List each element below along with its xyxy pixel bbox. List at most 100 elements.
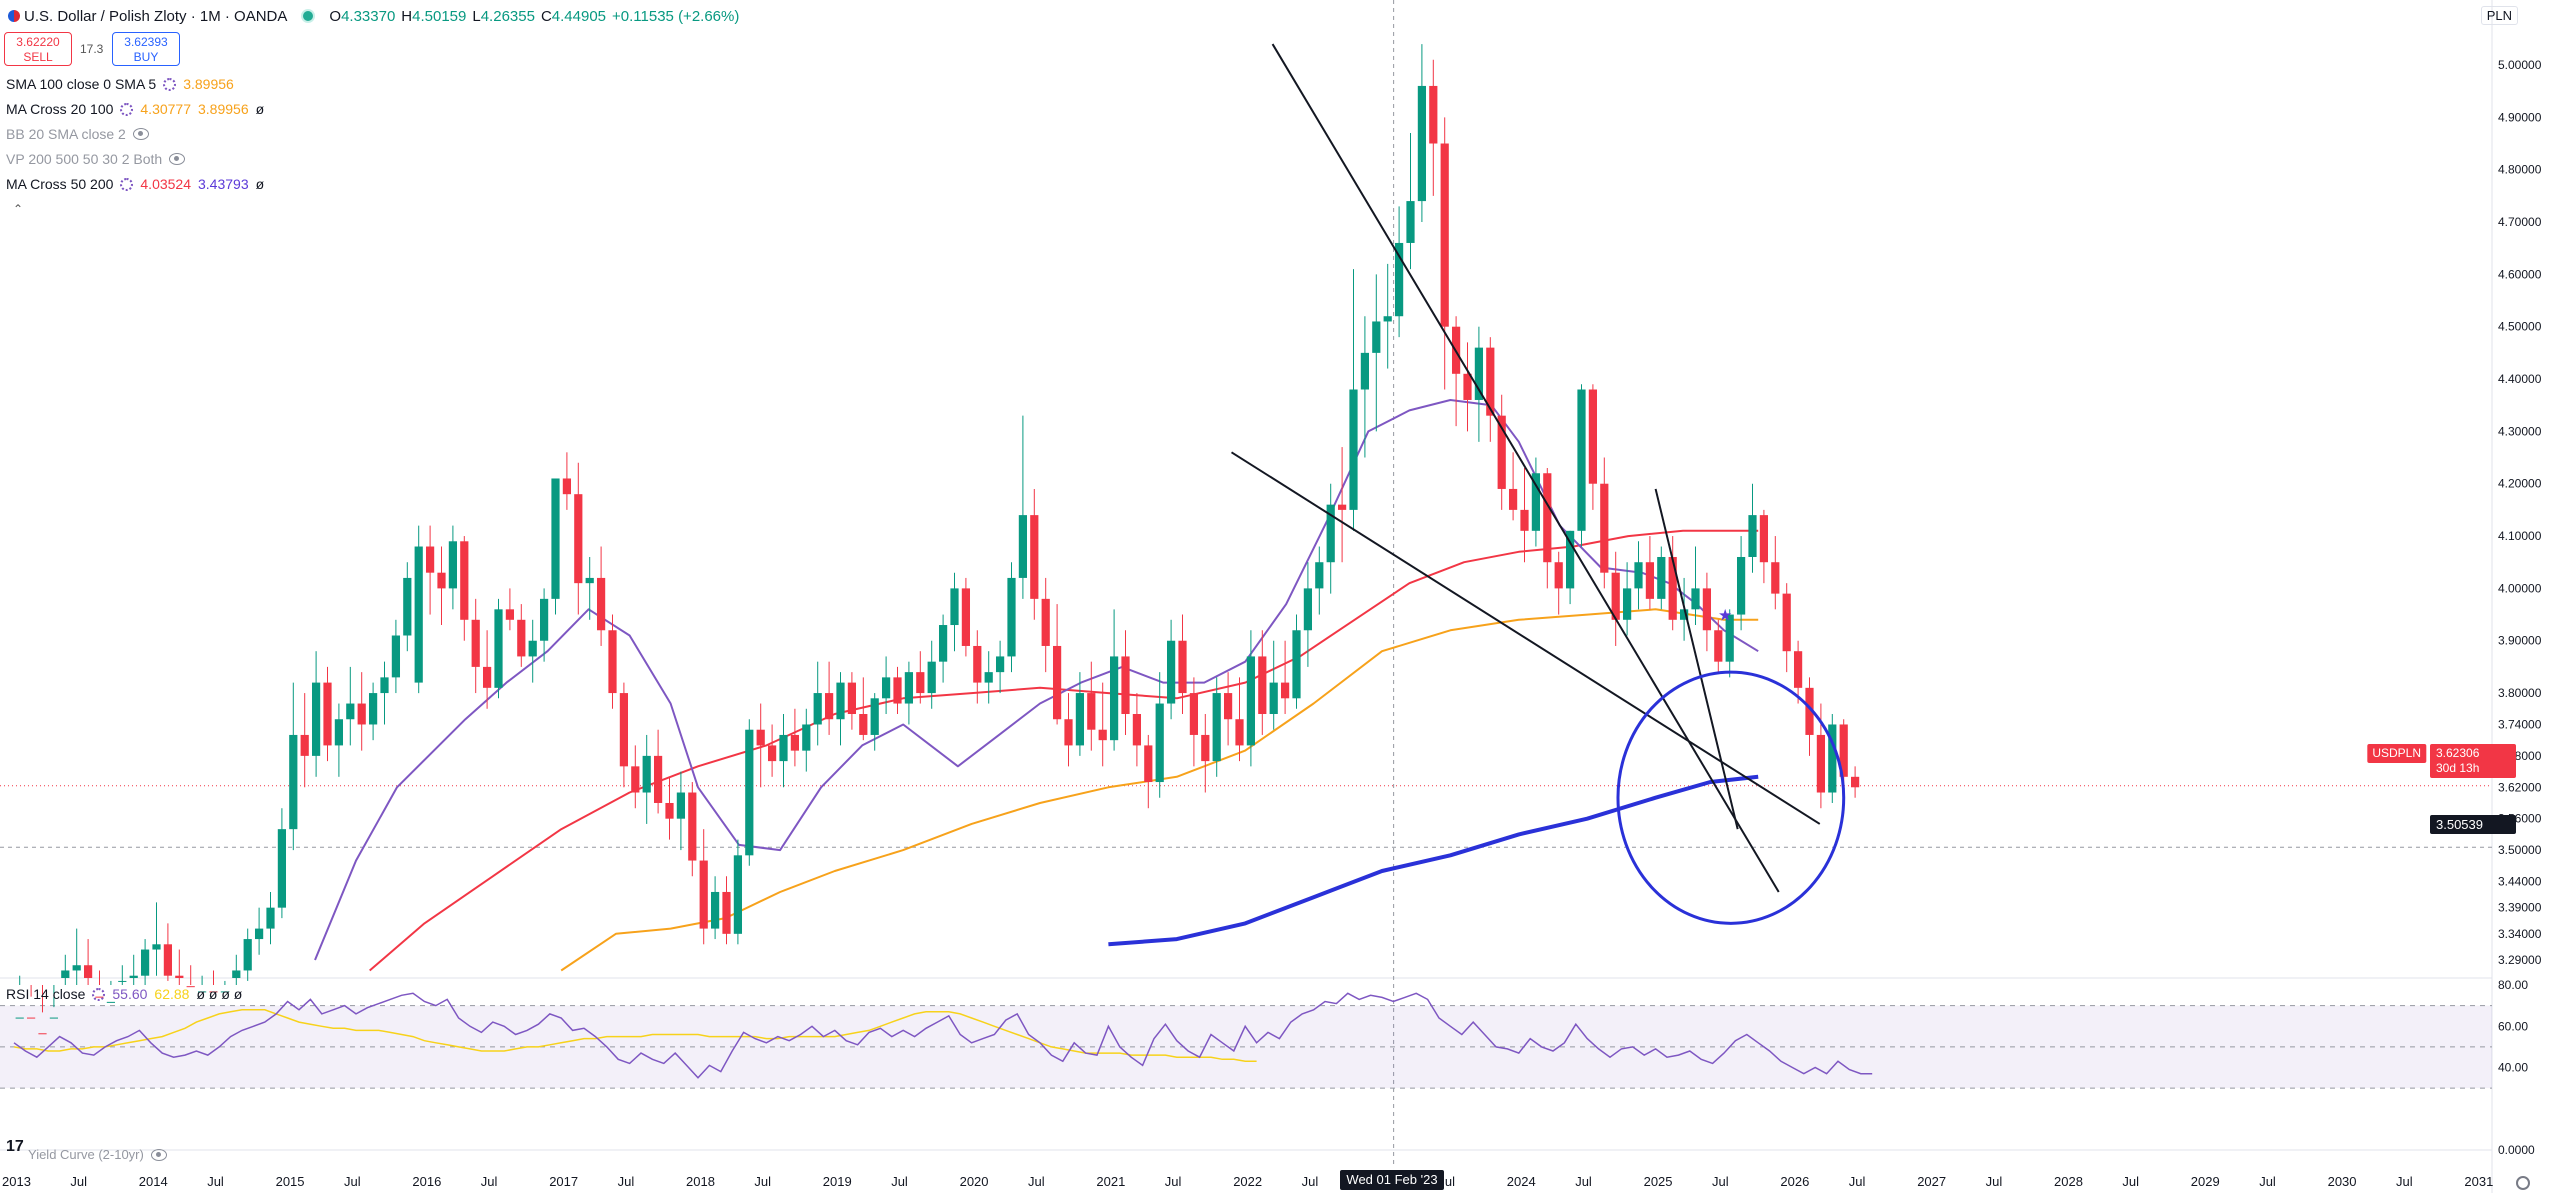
candle-body	[517, 619, 526, 657]
indicator-settings-icon[interactable]	[163, 77, 177, 91]
candle-body	[1349, 389, 1358, 510]
candle-body	[1474, 347, 1484, 400]
candle-body	[1486, 347, 1495, 416]
candle-body	[585, 577, 594, 584]
candle-body	[1132, 714, 1142, 746]
hidden-eye-icon[interactable]	[132, 128, 149, 140]
y-axis-tick-label: 3.50000	[2498, 843, 2542, 857]
indicator-settings-icon[interactable]	[120, 102, 134, 116]
candle-body	[1258, 656, 1267, 715]
x-axis-tick-label: 2029	[2191, 1174, 2220, 1189]
candle-body	[1326, 504, 1335, 563]
currency-selector[interactable]: PLN	[2480, 6, 2518, 25]
indicator-label: MA Cross 20 100	[6, 101, 114, 117]
indicator-rsi[interactable]: RSI 14 close 55.60 62.88 ø ø ø ø	[6, 986, 242, 1002]
indicator-ma-cross-20-100[interactable]: MA Cross 20 100 4.30777 3.89956 ø	[6, 101, 264, 117]
indicator-value: 4.30777	[140, 101, 191, 117]
candle-body	[767, 745, 777, 762]
candle-body	[1759, 515, 1769, 563]
x-axis-tick-label: 2017	[549, 1174, 578, 1189]
hidden-eye-icon[interactable]	[169, 153, 186, 165]
x-axis-tick-label: Jul	[891, 1174, 908, 1189]
x-axis-tick-label: Jul	[207, 1174, 224, 1189]
indicator-bb[interactable]: BB 20 SMA close 2	[6, 126, 149, 142]
open-label: O	[329, 7, 342, 25]
candle-body	[938, 625, 948, 662]
candle-body	[1109, 656, 1119, 741]
candle-body	[1668, 556, 1677, 620]
candle-body	[1622, 588, 1632, 620]
candle-body	[220, 991, 230, 993]
candle-body	[1075, 693, 1085, 746]
candle-body	[1508, 488, 1518, 510]
candle-body	[1121, 656, 1130, 715]
candle-body	[1360, 352, 1370, 390]
indicator-vp[interactable]: VP 200 500 50 30 2 Both	[6, 151, 186, 167]
candle-body	[619, 693, 629, 767]
candle-body	[1041, 598, 1050, 646]
x-axis-tick-label: 2026	[1780, 1174, 1809, 1189]
candle-body	[688, 792, 697, 861]
candle-body	[1805, 687, 1814, 735]
rsi-ma-line	[13, 1009, 1257, 1063]
rsi-line	[13, 992, 1873, 1079]
x-axis-tick-label: 2021	[1096, 1174, 1125, 1189]
symbol-title[interactable]: U.S. Dollar / Polish Zloty · 1M · OANDA	[24, 7, 288, 25]
candle-body	[1565, 530, 1575, 589]
candle-body	[1577, 389, 1586, 531]
candle-body	[106, 1001, 116, 1003]
candle-body	[1337, 504, 1347, 510]
candle-body	[1429, 85, 1438, 144]
indicator-settings-icon[interactable]	[92, 987, 106, 1001]
candle-body	[881, 677, 891, 699]
candle-body	[49, 1017, 59, 1019]
y-axis-tick-label: 3.39000	[2498, 901, 2542, 915]
rsi-label: RSI 14 close	[6, 986, 86, 1002]
candle-body	[1383, 316, 1392, 322]
indicator-sma100[interactable]: SMA 100 close 0 SMA 5 3.89956	[6, 76, 234, 92]
indicator-yield-curve[interactable]: Yield Curve (2-10yr)	[28, 1147, 167, 1162]
candle-body	[15, 1017, 24, 1019]
x-axis-tick-label: 2016	[412, 1174, 441, 1189]
sell-button[interactable]: 3.62220 SELL	[4, 32, 72, 66]
indicator-value: 3.89956	[198, 101, 249, 117]
candle-body	[756, 729, 765, 746]
buy-button[interactable]: 3.62393 BUY	[112, 32, 180, 66]
candle-body	[859, 714, 868, 735]
y-axis-tick-label: 4.60000	[2498, 267, 2542, 281]
candle-body	[539, 598, 549, 641]
x-axis-tick-label: 2018	[686, 1174, 715, 1189]
candle-body	[1212, 693, 1221, 762]
candle-body	[745, 729, 754, 856]
candles-group	[15, 44, 1860, 1035]
candle-body	[1098, 729, 1107, 741]
candle-body	[1497, 415, 1506, 489]
price-label-value: 3.62306	[2436, 746, 2480, 760]
market-status-icon[interactable]	[301, 9, 316, 23]
candle-body	[1588, 389, 1598, 484]
candle-body	[460, 541, 469, 620]
rsi-axis-tick-label: 40.00	[2498, 1061, 2528, 1075]
candle-body	[505, 609, 515, 620]
price-label-symbol: USDPLN	[2367, 744, 2426, 763]
candle-body	[665, 802, 674, 819]
indicator-ma-cross-50-200[interactable]: MA Cross 50 200 4.03524 3.43793 ø	[6, 176, 264, 192]
indicator-settings-icon[interactable]	[120, 177, 134, 191]
hidden-eye-icon[interactable]	[150, 1148, 167, 1161]
candle-body	[916, 672, 925, 694]
rsi-axis-tick-label: 80.00	[2498, 978, 2528, 992]
tradingview-logo-icon[interactable]: 17	[6, 1138, 24, 1155]
gear-icon[interactable]	[2516, 1176, 2530, 1190]
candle-body	[1657, 556, 1666, 599]
candle-body	[528, 640, 537, 657]
collapse-legend-chevron-up-icon[interactable]: ⌃	[12, 202, 24, 216]
candle-body	[893, 677, 902, 704]
candle-body	[608, 630, 617, 694]
candle-body	[266, 907, 275, 929]
x-axis-tick-label: Jul	[70, 1174, 87, 1189]
indicator-value: 3.43793	[198, 176, 249, 192]
close-label: C	[540, 7, 552, 25]
indicator-label: BB 20 SMA close 2	[6, 126, 126, 142]
candle-body	[1782, 593, 1791, 652]
